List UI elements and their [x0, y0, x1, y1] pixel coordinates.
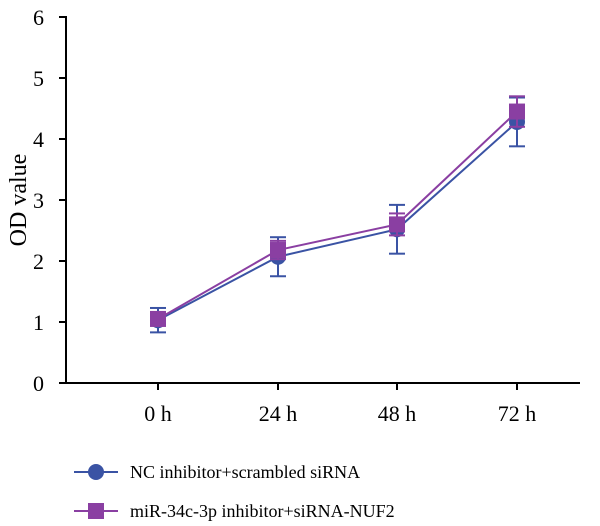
series-layer: [150, 95, 525, 334]
x-tick-label: 0 h: [144, 401, 172, 426]
axes: 0 1 2 3 4 5 6 0 h 24 h 48 h 72 h OD value: [6, 5, 580, 426]
series-2: [150, 95, 525, 327]
legend-label: miR-34c-3p inhibitor+siRNA-NUF2: [130, 501, 395, 521]
y-tick-label: 4: [33, 127, 44, 152]
legend-label: NC inhibitor+scrambled siRNA: [130, 462, 360, 482]
legend-item-2: miR-34c-3p inhibitor+siRNA-NUF2: [74, 501, 395, 521]
square-marker: [270, 242, 286, 259]
y-tick-label: 3: [33, 188, 44, 213]
x-tick-label: 48 h: [378, 401, 417, 426]
x-tick-label: 24 h: [259, 401, 298, 426]
series-1: [150, 96, 525, 334]
x-tick-label: 72 h: [498, 401, 537, 426]
y-tick-label: 1: [33, 310, 44, 335]
legend-circle-marker: [88, 464, 104, 480]
y-tick-label: 0: [33, 371, 44, 396]
legend-item-1: NC inhibitor+scrambled siRNA: [74, 462, 360, 482]
square-marker: [509, 103, 525, 120]
y-tick-label: 6: [33, 5, 44, 30]
legend: NC inhibitor+scrambled siRNA miR-34c-3p i…: [74, 462, 395, 521]
square-marker: [389, 216, 405, 233]
series-line: [157, 110, 518, 320]
y-tick-label: 5: [33, 66, 44, 91]
y-axis-title: OD value: [6, 154, 32, 247]
y-tick-label: 2: [33, 249, 44, 274]
square-marker: [150, 310, 166, 327]
legend-square-marker: [88, 503, 104, 519]
series-line: [157, 121, 518, 322]
